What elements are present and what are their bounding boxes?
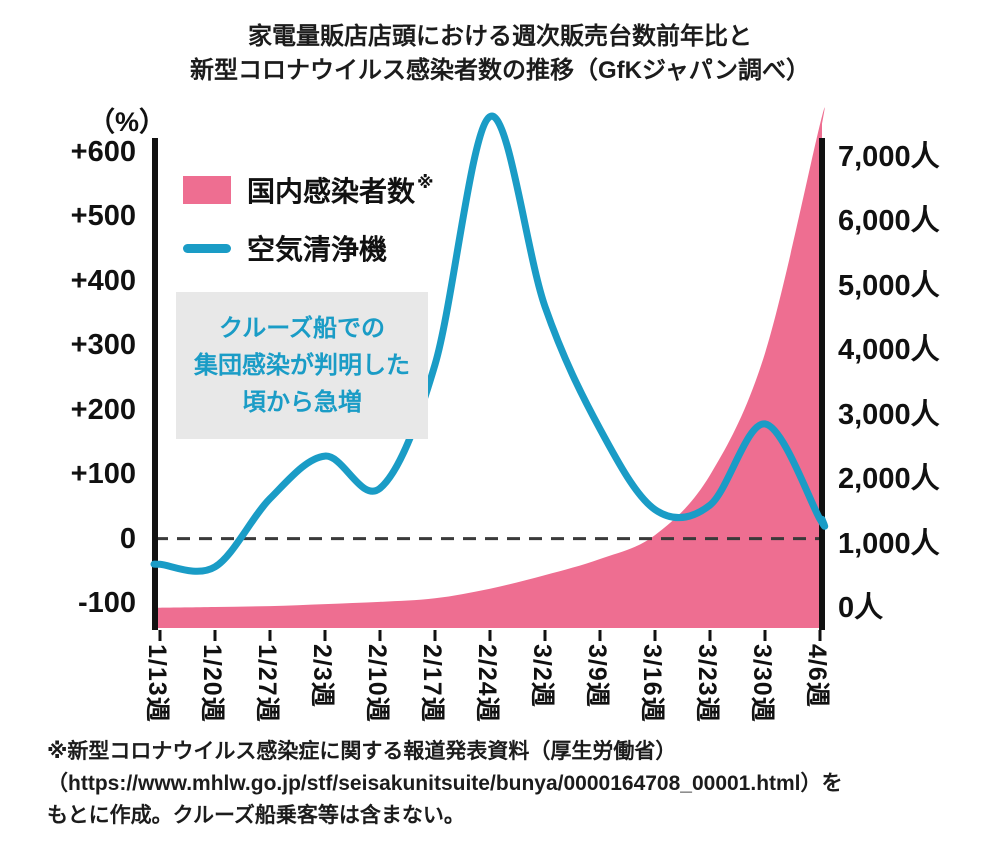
air-purifier-line-swatch-icon	[183, 243, 231, 253]
x-axis-label: 1/13週	[143, 644, 171, 723]
x-axis-label: 2/24週	[473, 644, 501, 723]
right-axis-tick-label: 6,000人	[838, 205, 940, 237]
right-axis-tick-label: 2,000人	[838, 463, 940, 495]
left-axis-tick-label: +600	[70, 136, 136, 168]
left-axis-unit: （%）	[87, 107, 166, 137]
annotation-line1: クルーズ船での	[218, 315, 386, 342]
right-axis-tick-label: 4,000人	[838, 334, 940, 366]
x-axis-label: 4/6週	[803, 644, 831, 708]
air-purifier-line	[150, 113, 829, 575]
left-axis-tick-label: 0	[119, 522, 136, 555]
x-axis-label: 2/17週	[418, 644, 446, 723]
chart-title-line2: 新型コロナウイルス感染者数の推移（GfKジャパン調べ）	[190, 57, 810, 84]
x-axis-label: 2/10週	[363, 644, 391, 723]
legend-label-infections-text: 国内感染者数	[247, 176, 416, 207]
x-axis-label: 1/20週	[198, 644, 226, 723]
right-axis-tick-label: 7,000人	[838, 140, 940, 173]
legend-item-air-purifier: 空気清浄機	[183, 228, 432, 268]
legend-footnote-marker: ※	[417, 172, 434, 192]
footnote-line1: ※新型コロナウイルス感染症に関する報道発表資料（厚生労働省）	[47, 740, 677, 763]
right-axis-tick-label: 0人	[838, 592, 884, 624]
x-axis-label: 3/30週	[748, 644, 776, 723]
infections-area	[154, 107, 825, 629]
x-axis-label: 1/27週	[253, 644, 281, 723]
left-axis-tick-label: +300	[70, 329, 136, 362]
x-axis-label: 2/3週	[308, 644, 336, 708]
legend-label-air-purifier: 空気清浄機	[247, 234, 388, 265]
footnote-line3: もとに作成。クルーズ船乗客等は含まない。	[47, 804, 465, 827]
x-axis-label: 3/23週	[693, 644, 721, 723]
chart-title: 家電量販店店頭における週次販売台数前年比と 新型コロナウイルス感染者数の推移（G…	[0, 20, 1000, 88]
left-axis-tick-label: -100	[77, 587, 136, 619]
annotation-box: クルーズ船での 集団感染が判明した 頃から急増	[176, 292, 428, 439]
annotation-line3: 頃から急増	[242, 389, 362, 416]
chart-title-line1: 家電量販店店頭における週次販売台数前年比と	[248, 23, 752, 50]
x-axis-label: 3/16週	[638, 644, 666, 723]
left-axis-tick-label: +500	[70, 200, 136, 233]
legend-item-infections: 国内感染者数 ※	[183, 170, 434, 210]
x-axis-label: 3/9週	[583, 644, 611, 708]
right-axis-tick-label: 5,000人	[838, 269, 940, 302]
right-axis-tick-label: 1,000人	[838, 527, 940, 560]
footnote-line2: （https://www.mhlw.go.jp/stf/seisakunitsu…	[47, 772, 843, 795]
footnote: ※新型コロナウイルス感染症に関する報道発表資料（厚生労働省） （https://…	[47, 736, 967, 832]
right-axis-tick-label: 3,000人	[838, 398, 940, 431]
annotation-line2: 集団感染が判明した	[194, 352, 410, 379]
x-axis-label: 3/2週	[528, 644, 556, 708]
legend: 国内感染者数 ※ 空気清浄機	[183, 170, 434, 268]
left-axis-tick-label: +400	[70, 264, 136, 297]
left-axis-tick-label: +100	[70, 458, 136, 491]
left-axis-tick-label: +200	[70, 393, 136, 426]
legend-label-infections: 国内感染者数 ※	[247, 170, 434, 210]
infections-area-swatch-icon	[183, 176, 231, 204]
